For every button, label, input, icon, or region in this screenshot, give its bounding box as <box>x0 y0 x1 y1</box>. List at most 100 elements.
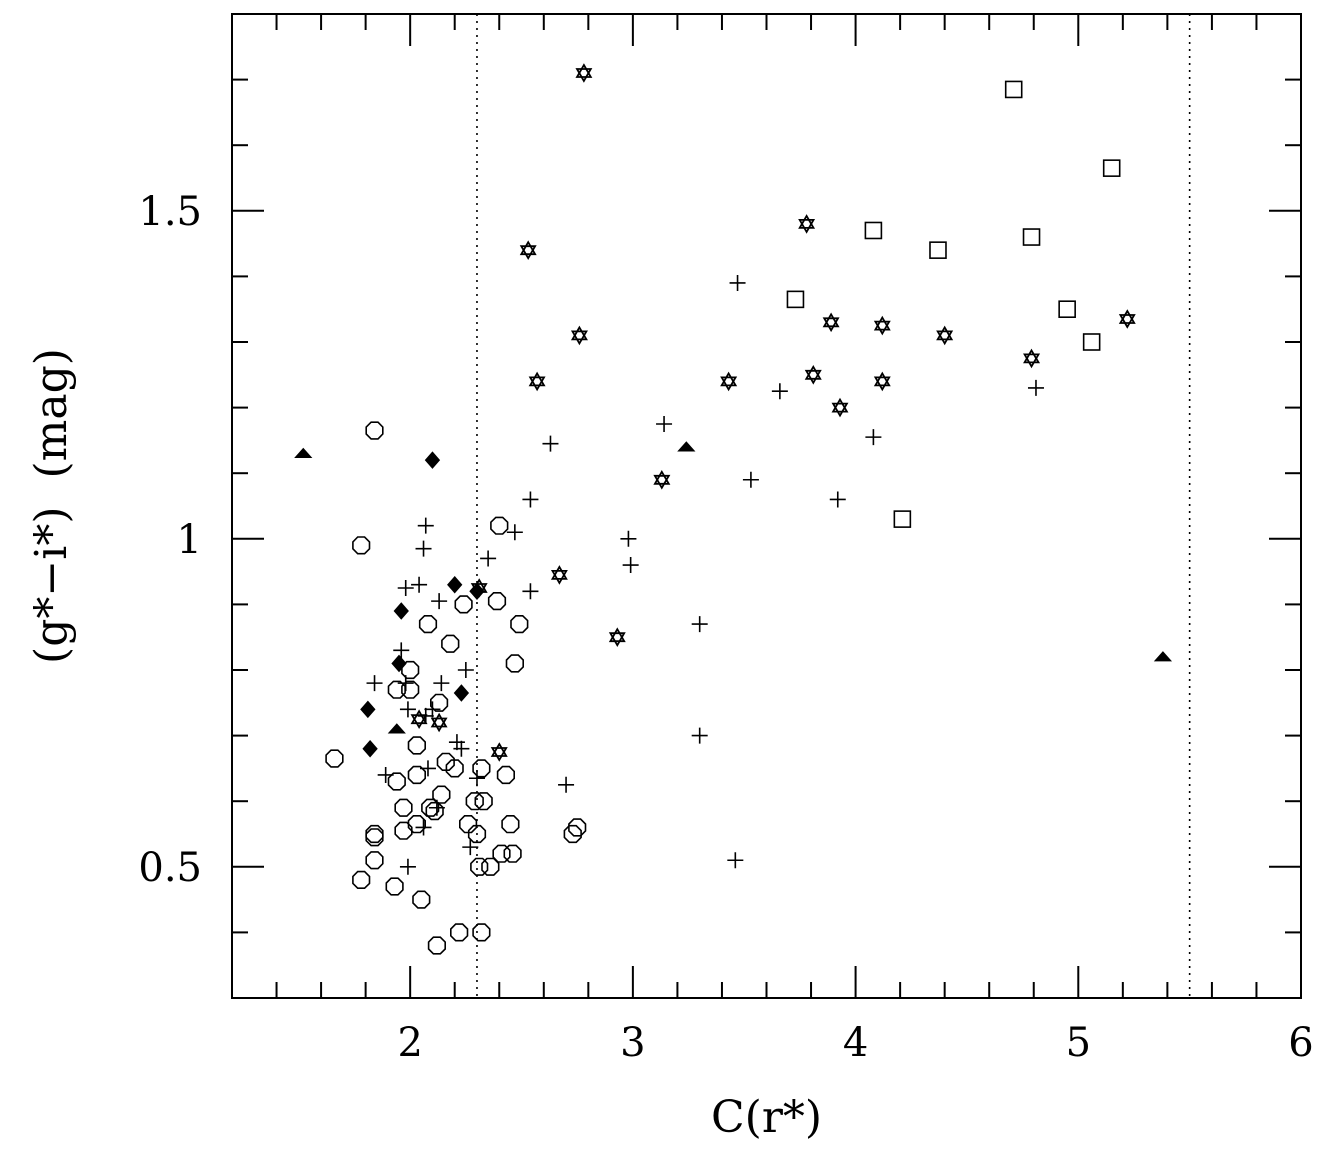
circles-point <box>429 693 449 712</box>
diamonds-point <box>391 654 407 673</box>
plus-point <box>424 701 441 718</box>
squares-point <box>1102 159 1121 177</box>
plus-point <box>542 435 559 452</box>
circles-point <box>407 765 427 785</box>
circles-point <box>427 936 447 955</box>
stars-point <box>575 63 593 83</box>
plus-point <box>397 580 414 596</box>
plus-point <box>656 416 673 432</box>
squares-point <box>929 241 947 259</box>
plus-point <box>462 839 479 856</box>
plus-point <box>522 491 539 508</box>
stars-point <box>936 325 954 346</box>
x-tick-label: 3 <box>620 1020 645 1066</box>
triangles-point <box>1153 651 1173 662</box>
circles-point <box>465 792 484 811</box>
circles-point <box>472 759 491 778</box>
circles-point <box>445 759 464 778</box>
stars-point <box>1023 348 1041 369</box>
circles-point <box>385 877 404 896</box>
triangles-point <box>294 447 313 459</box>
circles-point <box>467 824 487 844</box>
triangles-point <box>387 723 406 734</box>
circles-point <box>490 516 509 535</box>
diamonds-point <box>447 575 463 594</box>
y-tick-label: 1.5 <box>138 189 202 235</box>
plus-point <box>419 760 436 777</box>
circles-point <box>418 614 438 634</box>
plus-point <box>1027 379 1044 396</box>
tick-labels: 2 3 4 5 6 0.5 1 1.5 <box>138 189 1313 1066</box>
stars-point <box>410 709 428 729</box>
stars-point <box>1118 309 1136 329</box>
plus-point <box>622 557 639 574</box>
triangles-point <box>677 441 696 452</box>
stars-point <box>831 397 849 418</box>
circles-point <box>407 814 427 834</box>
stars-point <box>550 565 568 585</box>
circles-point <box>470 857 489 876</box>
stars-point <box>822 312 840 333</box>
squares-point <box>1082 333 1101 351</box>
circles-point <box>412 890 431 909</box>
diamonds-point <box>453 684 470 702</box>
plus-point <box>415 540 432 557</box>
plus-point <box>448 734 465 751</box>
circles-point <box>365 828 384 847</box>
stars-point <box>490 742 508 762</box>
circles-point <box>449 923 469 942</box>
circles-point <box>563 824 582 844</box>
circles-point <box>365 421 384 440</box>
circles-point <box>325 749 344 768</box>
plus-point <box>399 858 416 875</box>
plus-point <box>620 530 637 547</box>
plus-point <box>742 471 759 488</box>
plus-point <box>428 799 445 816</box>
stars-point <box>528 371 546 392</box>
circles-point <box>503 844 522 863</box>
squares-point <box>1022 228 1041 246</box>
plus-point <box>468 770 485 787</box>
plus-point <box>397 675 414 692</box>
diamonds-point <box>469 582 485 601</box>
circles-point <box>492 844 511 863</box>
diamonds-point <box>360 700 376 719</box>
stars-point <box>873 315 891 336</box>
plus-point <box>457 662 474 678</box>
plus-point <box>366 675 383 692</box>
circles-point <box>365 824 384 844</box>
circles-point <box>401 680 420 699</box>
stars-point <box>720 371 738 392</box>
circles-point <box>454 595 473 614</box>
stars-point <box>653 470 671 490</box>
x-tick-label: 2 <box>397 1020 422 1066</box>
circles-point <box>407 736 427 755</box>
circles-point <box>387 772 406 791</box>
circles-point <box>501 814 520 834</box>
circles-point <box>432 785 451 804</box>
circles-point <box>496 765 516 785</box>
circles-point <box>458 814 478 834</box>
plus-point <box>399 701 416 718</box>
x-tick-label: 4 <box>843 1020 868 1066</box>
plus-point <box>506 524 523 541</box>
stars-point <box>608 627 626 648</box>
plus-point <box>431 593 448 610</box>
diamonds-point <box>362 739 378 758</box>
stars-point <box>519 240 537 261</box>
circles-point <box>472 923 491 942</box>
plus-point <box>865 429 882 446</box>
squares-point <box>1058 300 1076 319</box>
plus-point <box>522 583 539 600</box>
plus-point <box>480 550 497 567</box>
squares-point <box>893 510 912 528</box>
diamonds-point <box>393 602 409 620</box>
stars-point <box>804 365 822 385</box>
plus-point <box>727 852 744 869</box>
plus-point <box>771 383 788 400</box>
stars-point <box>570 325 588 346</box>
stars-point <box>430 712 448 733</box>
squares-point <box>1004 80 1023 99</box>
x-axis-label: C(r*) <box>711 1092 822 1143</box>
